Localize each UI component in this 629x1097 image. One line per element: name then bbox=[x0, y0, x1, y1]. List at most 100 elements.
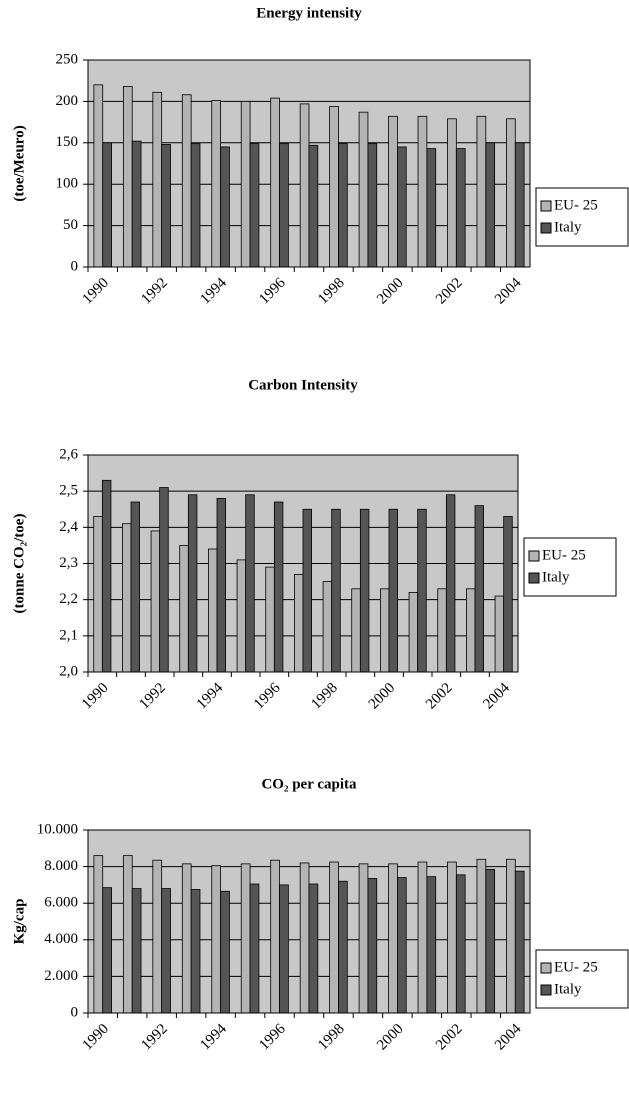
bar bbox=[101, 479, 112, 673]
x-tick-label: 1998 bbox=[308, 680, 341, 713]
y-tick-label: 0 bbox=[71, 1004, 79, 1020]
y-tick-label: 2,3 bbox=[59, 555, 78, 571]
bar bbox=[351, 588, 361, 673]
chart: Carbon Intensity (tonne CO₂/toe) 2,0 2,1 2,2… bbox=[11, 377, 617, 713]
x-tick-label: 1994 bbox=[197, 275, 230, 308]
legend-box bbox=[523, 537, 617, 597]
bar bbox=[179, 545, 189, 673]
bar bbox=[190, 143, 201, 268]
legend-box bbox=[535, 949, 629, 1009]
bar bbox=[131, 888, 142, 1014]
legend-swatch bbox=[540, 984, 552, 996]
y-tick-label: 4.000 bbox=[44, 931, 78, 947]
x-tick-label: 2000 bbox=[374, 1021, 407, 1054]
bar bbox=[367, 143, 378, 268]
y-tick-label: 8.000 bbox=[44, 858, 78, 874]
y-tick-label: 100 bbox=[56, 176, 79, 192]
bar bbox=[506, 858, 516, 1014]
x-tick-label: 1992 bbox=[136, 680, 169, 713]
x-tick-label: 1990 bbox=[79, 1021, 112, 1054]
x-tick-label: 2002 bbox=[433, 1021, 466, 1054]
bar bbox=[417, 115, 428, 268]
bar bbox=[299, 862, 310, 1014]
bar bbox=[437, 588, 447, 673]
bar bbox=[293, 573, 304, 673]
bar bbox=[270, 97, 280, 268]
x-tick-label: 2000 bbox=[374, 275, 407, 308]
legend-swatch bbox=[540, 200, 552, 212]
bar bbox=[514, 870, 525, 1014]
chart: CO₂ per capita Kg/cap 0 2.000 4.000 6.000 8.00… bbox=[11, 776, 629, 1054]
x-tick-label: 2000 bbox=[366, 680, 399, 713]
x-tick-label: 1990 bbox=[79, 275, 112, 308]
bar bbox=[302, 508, 313, 673]
y-tick-label: 0 bbox=[71, 258, 79, 274]
bar bbox=[322, 581, 333, 673]
bar bbox=[474, 505, 485, 673]
x-tick-label: 1998 bbox=[315, 1021, 348, 1054]
bar bbox=[122, 523, 132, 673]
bar bbox=[220, 890, 230, 1014]
bar bbox=[485, 142, 496, 268]
chart: Energy intensity(toe/Meuro)0501001502002… bbox=[11, 5, 629, 308]
bar bbox=[426, 876, 437, 1014]
bar bbox=[279, 884, 289, 1014]
x-tick-label: 1994 bbox=[197, 1021, 230, 1054]
x-tick-label: 1990 bbox=[79, 680, 112, 713]
x-tick-label: 1992 bbox=[138, 1021, 171, 1054]
bar bbox=[249, 883, 260, 1014]
x-tick-label: 1996 bbox=[256, 1021, 289, 1054]
y-tick-label: 2,0 bbox=[59, 663, 78, 679]
bar bbox=[329, 861, 339, 1014]
legend-label: EU- 25 bbox=[554, 197, 598, 213]
x-tick-label: 1996 bbox=[251, 680, 284, 713]
bar bbox=[93, 516, 103, 673]
bar bbox=[379, 588, 390, 673]
bar bbox=[161, 888, 171, 1014]
bar bbox=[359, 508, 370, 673]
bar bbox=[279, 143, 289, 268]
bar bbox=[338, 880, 348, 1014]
bar bbox=[396, 146, 407, 268]
bar bbox=[93, 855, 104, 1014]
bar bbox=[426, 148, 437, 268]
y-tick-label: 250 bbox=[56, 51, 79, 67]
bar bbox=[338, 143, 348, 268]
bar bbox=[190, 889, 201, 1014]
y-axis-label: Kg/cap bbox=[11, 899, 27, 945]
legend-swatch bbox=[528, 572, 540, 584]
bar bbox=[329, 105, 339, 268]
bar bbox=[211, 865, 221, 1014]
bar bbox=[122, 86, 133, 268]
bar bbox=[216, 497, 227, 673]
y-tick-label: 2,1 bbox=[59, 627, 78, 643]
y-tick-label: 2,6 bbox=[59, 446, 78, 462]
y-tick-label: 50 bbox=[63, 217, 78, 233]
bar bbox=[152, 91, 163, 268]
bar bbox=[417, 861, 428, 1014]
bar bbox=[187, 494, 198, 673]
bar bbox=[102, 142, 112, 268]
bar bbox=[249, 143, 260, 268]
y-tick-label: 2,2 bbox=[59, 591, 78, 607]
y-tick-label: 150 bbox=[56, 134, 79, 150]
bar bbox=[445, 494, 456, 673]
chart-title: Energy intensity bbox=[256, 5, 362, 21]
bar bbox=[388, 863, 398, 1014]
chart-title: CO₂ per capita bbox=[261, 776, 357, 792]
y-tick-label: 2.000 bbox=[44, 968, 78, 984]
bar bbox=[93, 84, 104, 268]
bar bbox=[240, 101, 251, 268]
bar bbox=[220, 146, 230, 268]
bar bbox=[367, 878, 378, 1014]
bar bbox=[506, 118, 516, 268]
bar bbox=[514, 142, 525, 268]
bar bbox=[455, 874, 466, 1014]
bar bbox=[396, 877, 407, 1014]
legend-label: Italy bbox=[554, 219, 582, 235]
x-tick-label: 2004 bbox=[492, 1021, 525, 1054]
bar bbox=[236, 559, 247, 673]
legend-swatch bbox=[540, 962, 552, 974]
bar bbox=[240, 863, 251, 1014]
bar bbox=[331, 508, 341, 673]
